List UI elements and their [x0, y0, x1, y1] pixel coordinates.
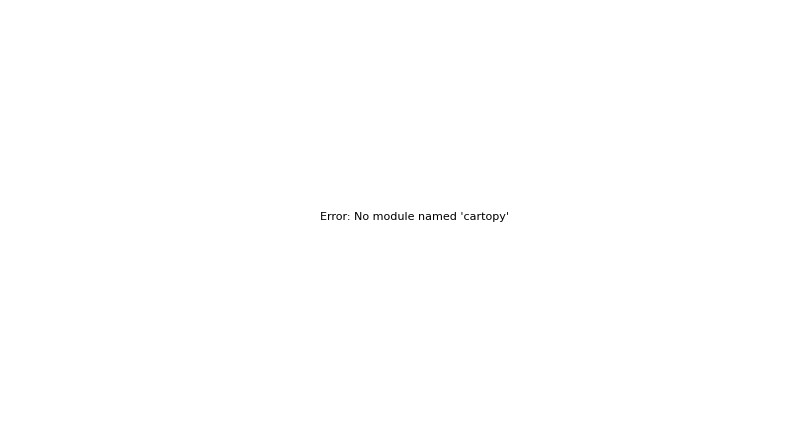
Text: Error: No module named 'cartopy': Error: No module named 'cartopy'	[320, 211, 509, 222]
